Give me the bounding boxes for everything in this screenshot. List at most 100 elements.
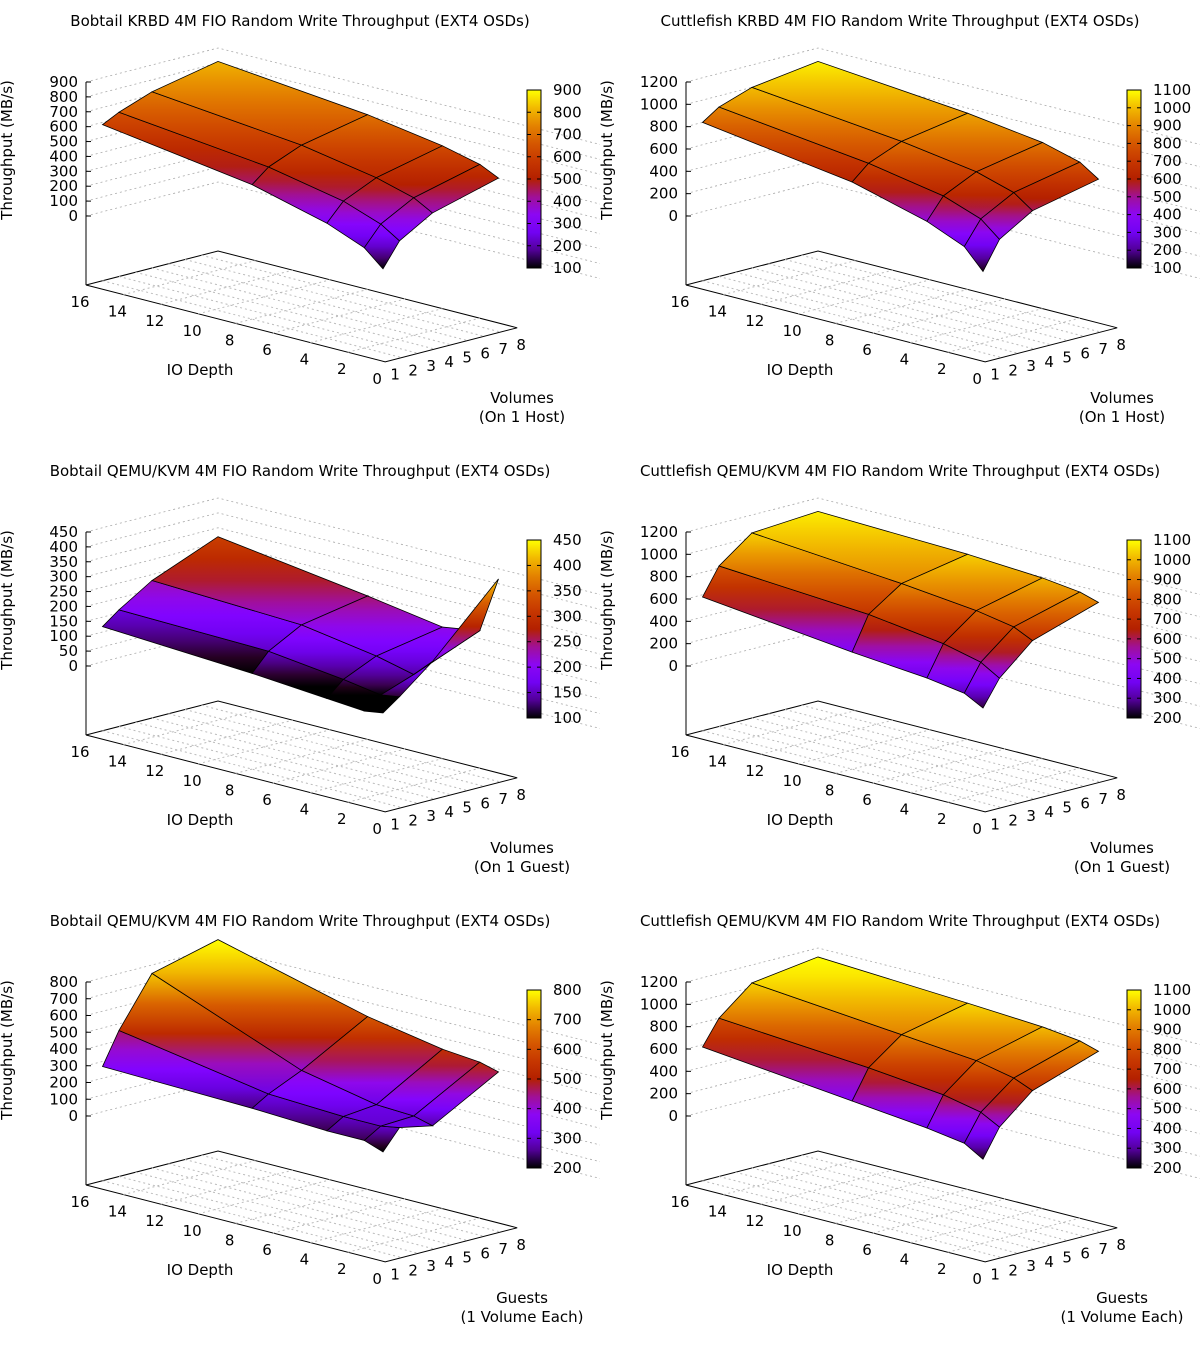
z-tick-label: 200 [649,635,678,653]
floor-gridline [735,721,1035,800]
z-tick-label: 200 [49,177,78,195]
z-tick-label: 0 [68,657,78,675]
colorbar-tick-label: 300 [1153,689,1182,707]
surface-chart-svg: Cuttlefish QEMU/KVM 4M FIO Random Write … [600,912,1200,1326]
z-tick-label: 800 [49,973,78,991]
y-tick-label: 3 [426,357,436,375]
floor-gridline [735,1171,1035,1250]
colorbar-tick-label: 450 [553,531,582,549]
colorbar-tick-label: 1100 [1153,81,1191,99]
z-tick-label: 800 [49,88,78,106]
floor-gridline [151,267,452,346]
x-tick-label: 2 [337,1260,347,1278]
surface-quad [1013,1040,1100,1092]
colorbar-tick-label: 250 [553,633,582,651]
x-tick-label: 6 [262,341,272,359]
y-tick-label: 7 [1098,1240,1108,1258]
z-axis-label: Throughput (MB/s) [0,980,16,1121]
x-tick-label: 14 [108,1203,127,1221]
colorbar-tick-label: 200 [553,237,582,255]
colorbar-tick-label: 600 [553,1040,582,1058]
floor-outline [685,250,1118,363]
y-tick-label: 8 [516,786,526,804]
floor-gridline [702,730,1002,809]
y-tick-label: 7 [498,790,508,808]
y-tick-label: 1 [990,816,1000,834]
floor-gridline [751,1167,1052,1246]
floor-gridline [718,1176,1019,1254]
x-tick-label: 10 [183,1222,202,1240]
colorbar-tick-label: 600 [1153,630,1182,648]
z-tick-label: 1000 [640,95,678,113]
floor-gridline [784,1159,1085,1237]
x-tick-label: 2 [937,360,947,378]
x-axis-label: IO Depth [167,811,234,829]
z-tick-label: 600 [49,1007,78,1025]
x-tick-label: 6 [262,1241,272,1259]
colorbar-tick-label: 600 [1153,170,1182,188]
y-tick-label: 5 [462,349,472,367]
colorbar-tick-label: 400 [1153,206,1182,224]
floor-gridline [184,1159,485,1237]
floor-gridline [118,1176,419,1254]
y-tick-label: 5 [462,799,472,817]
x-axis-label: IO Depth [767,811,834,829]
x-tick-label: 10 [183,322,202,340]
floor-gridline [118,276,419,354]
y-tick-label: 8 [1116,1236,1126,1254]
y-tick-label: 3 [426,807,436,825]
z-axis-label: Throughput (MB/s) [0,80,16,221]
colorbar-tick-label: 400 [1153,1119,1182,1137]
floor-gridline [735,271,1035,350]
z-tick-label: 400 [49,147,78,165]
colorbar-tick-label: 500 [553,170,582,188]
colorbar-tick-label: 600 [1153,1080,1182,1098]
y-axis-label: (1 Volume Each) [1061,1308,1184,1326]
y-tick-label: 4 [444,1253,454,1271]
floor-gridline [160,1169,293,1205]
floor-outline [85,700,518,813]
floor-gridline [135,271,435,350]
chart-title: Bobtail QEMU/KVM 4M FIO Random Write Thr… [50,912,551,930]
colorbar-tick-label: 1000 [1153,99,1191,117]
y-tick-label: 6 [480,344,490,362]
z-tick-label: 200 [649,185,678,203]
x-tick-label: 14 [708,753,727,771]
surface-quad [413,163,500,214]
colorbar-tick-label: 400 [553,556,582,574]
z-tick-label: 400 [49,538,78,556]
z-tick-label: 400 [649,1062,678,1080]
z-tick-label: 300 [49,162,78,180]
x-tick-label: 12 [145,312,164,330]
z-tick-label: 1000 [640,995,678,1013]
colorbar-tick-label: 300 [1153,1139,1182,1157]
colorbar-tick-label: 200 [1153,709,1182,727]
surface-chart-svg: Cuttlefish KRBD 4M FIO Random Write Thro… [600,12,1200,426]
colorbar-tick-label: 800 [553,103,582,121]
x-tick-label: 12 [745,1212,764,1230]
floor-gridline [760,1169,893,1205]
x-tick-label: 14 [108,303,127,321]
y-tick-label: 8 [516,1236,526,1254]
floor-outline [685,700,1118,813]
surface-quad [1013,161,1100,212]
x-tick-label: 4 [900,351,910,369]
y-tick-label: 4 [1044,353,1054,371]
y-tick-label: 7 [1098,340,1108,358]
y-tick-label: 4 [444,803,454,821]
colorbar-tick-label: 400 [1153,669,1182,687]
floor-gridline [135,721,435,800]
x-tick-label: 2 [937,1260,947,1278]
y-tick-label: 4 [1044,803,1054,821]
floor-gridline [702,280,1002,359]
floor-outline [685,1150,1118,1263]
y-axis-label: (On 1 Host) [1079,408,1165,426]
x-tick-label: 10 [783,772,802,790]
floor-gridline [102,1180,402,1259]
z-tick-label: 100 [49,192,78,210]
z-tick-label: 300 [49,1057,78,1075]
z-tick-label: 500 [49,1023,78,1041]
z-axis-label: Throughput (MB/s) [600,980,616,1121]
colorbar-tick-label: 500 [1153,650,1182,668]
y-axis-label: (1 Volume Each) [461,1308,584,1326]
